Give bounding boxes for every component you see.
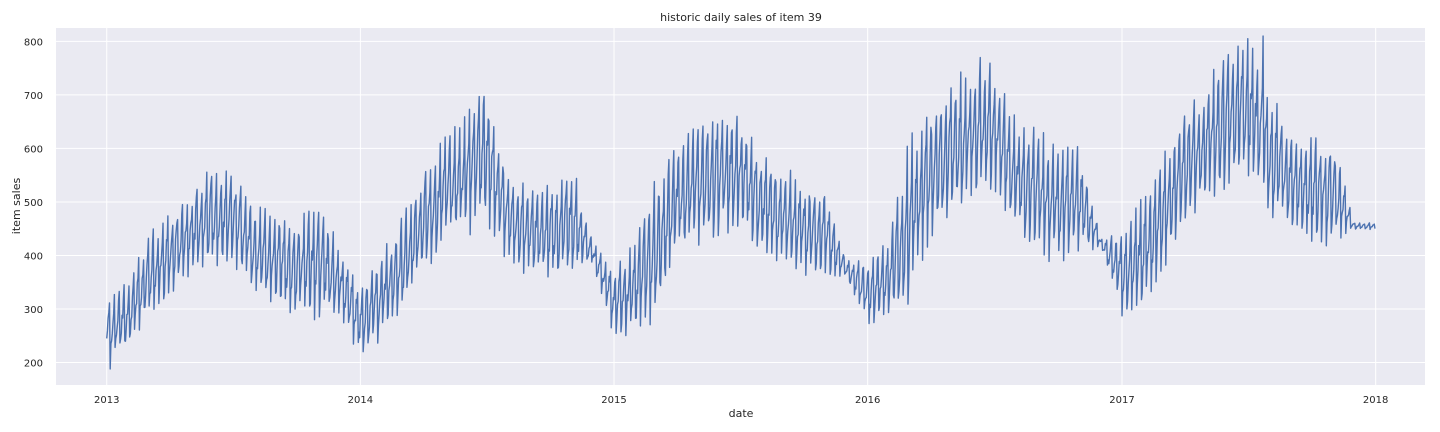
y-axis-label: item sales [10, 178, 23, 235]
y-tick-label: 300 [24, 305, 43, 316]
series-line [106, 35, 1376, 370]
y-tick-label: 600 [24, 144, 43, 155]
plot-area [56, 28, 1425, 385]
chart-title: historic daily sales of item 39 [660, 11, 822, 24]
x-tick-label: 2016 [855, 395, 880, 406]
x-tick-label: 2018 [1363, 395, 1388, 406]
x-tick-label: 2017 [1109, 395, 1134, 406]
x-tick-label: 2013 [94, 395, 119, 406]
y-axis: 200 300 400 500 600 700 800 [24, 37, 43, 369]
y-tick-label: 700 [24, 91, 43, 102]
series-layer [106, 35, 1376, 370]
y-tick-label: 400 [24, 251, 43, 262]
y-tick-label: 800 [24, 37, 43, 48]
y-tick-label: 500 [24, 198, 43, 209]
x-tick-label: 2014 [348, 395, 373, 406]
y-tick-label: 200 [24, 359, 43, 370]
x-axis: 2013 2014 2015 2016 2017 2018 [94, 395, 1388, 406]
x-axis-label: date [729, 407, 754, 420]
x-tick-label: 2015 [601, 395, 626, 406]
